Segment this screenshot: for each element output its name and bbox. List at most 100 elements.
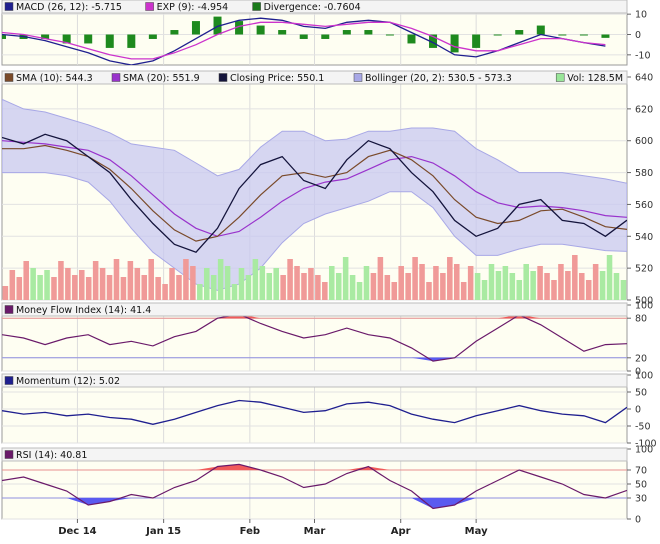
price-legend-bar	[1, 70, 628, 85]
volume-bar	[301, 273, 307, 300]
legend-label: RSI (14): 40.81	[16, 450, 87, 461]
macd-ytick-label: 10	[635, 10, 647, 21]
legend-label: Money Flow Index (14): 41.4	[16, 305, 151, 316]
momentum-ytick-label: 50	[635, 388, 647, 399]
volume-bar	[44, 270, 50, 300]
volume-bar	[183, 259, 189, 300]
volume-bar	[530, 271, 536, 300]
volume-bar	[322, 282, 328, 300]
volume-bar	[565, 271, 571, 300]
divergence-bar	[364, 30, 373, 35]
volume-bar	[2, 286, 9, 300]
series-sma10-line	[2, 144, 627, 242]
divergence-bar	[105, 34, 114, 48]
volume-bar	[363, 266, 370, 300]
price-ytick-label: 640	[635, 73, 653, 84]
divergence-bar	[256, 25, 265, 35]
momentum-series-group	[2, 399, 627, 425]
volume-bar	[433, 266, 439, 300]
x-tick-label: Dec 14	[58, 526, 96, 537]
divergence-bar	[278, 30, 287, 35]
volume-bar	[342, 257, 349, 300]
volume-bar	[328, 266, 335, 300]
momentum-ytick-label: -100	[635, 439, 657, 450]
volume-bar	[9, 270, 16, 300]
volume-bar	[585, 280, 592, 300]
divergence-bar	[148, 34, 157, 39]
divergence-bar	[191, 21, 200, 35]
panel-macd: 10 0 -10	[1, 3, 651, 66]
volume-bar	[51, 277, 57, 300]
divergence-bar	[84, 34, 93, 44]
volume-bar	[127, 261, 134, 300]
legend-swatch	[4, 450, 14, 459]
volume-bar	[613, 273, 620, 300]
volume-bar	[537, 266, 543, 300]
divergence-bar	[213, 16, 222, 35]
divergence-bar	[601, 34, 610, 38]
momentum-ytick-label: -50	[635, 422, 651, 433]
momentum-ytick-label: 100	[635, 371, 653, 382]
volume-bar	[294, 266, 300, 300]
volume-bar	[460, 282, 467, 300]
rsi-series-group	[2, 463, 627, 510]
legend-swatch	[4, 2, 14, 11]
divergence-bar	[127, 34, 136, 48]
volume-bar	[217, 259, 224, 300]
volume-bar	[447, 257, 453, 300]
x-tick-label: Jan 15	[145, 526, 181, 537]
price-ytick-label: 540	[635, 232, 653, 243]
volume-bar	[106, 275, 113, 300]
mfi-ytick-label: 100	[635, 301, 653, 312]
volume-bar	[238, 268, 245, 300]
series-macd-line	[2, 17, 606, 65]
momentum-legend: Momentum (12): 5.02	[1, 373, 628, 388]
volume-bar	[502, 266, 509, 300]
volume-bar	[412, 257, 418, 300]
momentum-ytick-label: 0	[635, 405, 641, 416]
divergence-bar	[579, 34, 588, 36]
divergence-bar	[321, 34, 330, 39]
volume-bar	[592, 264, 599, 300]
divergence-bar	[41, 34, 50, 39]
macd-ytick-label: 0	[635, 30, 641, 41]
x-axis: Dec 14 Jan 15 Feb Mar Apr May	[58, 519, 488, 537]
mfi-legend-bar	[1, 302, 628, 317]
volume-bar	[419, 264, 425, 300]
legend-label: Divergence: -0.7604	[264, 2, 361, 13]
volume-bar	[231, 284, 238, 300]
volume-bar	[315, 275, 321, 300]
volume-bar	[578, 273, 585, 300]
volume-bar	[169, 268, 175, 300]
volume-bar	[224, 266, 231, 300]
volume-bar	[391, 282, 398, 300]
rsi-legend: RSI (14): 40.81	[1, 447, 628, 462]
rsi-ytick-label: 70	[635, 466, 647, 477]
series-sma20-line	[2, 140, 627, 237]
legend-swatch	[252, 2, 261, 11]
mfi-legend: Money Flow Index (14): 41.4	[1, 302, 628, 317]
volume-bar	[523, 264, 529, 300]
volume-bar	[356, 282, 363, 300]
price-ytick-label: 520	[635, 264, 653, 275]
x-tick-label: May	[465, 526, 488, 537]
price-ytick-label: 500	[635, 296, 653, 307]
volume-bar	[287, 259, 293, 300]
macd-ytick-label: -10	[635, 50, 651, 61]
divergence-bar	[450, 34, 459, 53]
volume-bar	[606, 255, 613, 300]
legend-swatch	[555, 73, 565, 82]
divergence-bar	[299, 34, 308, 39]
volume-bar	[16, 277, 23, 300]
volume-bar	[99, 268, 106, 300]
volume-bar	[440, 273, 446, 300]
volume-bar	[481, 280, 488, 300]
price-ytick-label: 580	[635, 168, 653, 179]
volume-bar	[558, 264, 564, 300]
macd-series-group	[2, 16, 610, 65]
volume-bar	[572, 255, 578, 300]
volume-bar	[148, 259, 154, 300]
x-tick-label: Feb	[240, 526, 260, 537]
